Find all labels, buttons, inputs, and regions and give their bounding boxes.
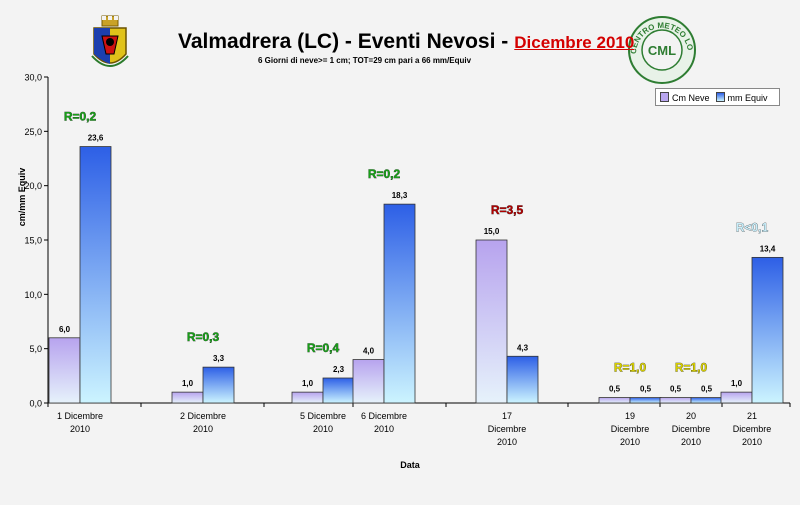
- ratio-annotation: R<0,1: [736, 220, 769, 234]
- ratio-annotation: R=0,2: [64, 110, 97, 124]
- data-label-mm-equiv: 23,6: [88, 134, 104, 143]
- x-tick-label-line: 2 Dicembre: [180, 411, 226, 421]
- chart-title-highlight: Dicembre 2010: [514, 33, 635, 52]
- x-tick-label: 21 Dicembre 2010: [733, 411, 772, 447]
- bar-mm-equiv: [751, 256, 784, 404]
- ratio-annotation: R=3,5: [491, 203, 524, 217]
- data-label-mm-equiv: 0,5: [701, 385, 713, 394]
- data-label-mm-equiv: 18,3: [392, 191, 408, 200]
- x-tick-label-line: 2010: [374, 424, 394, 434]
- data-label-mm-equiv: 13,4: [760, 244, 776, 253]
- x-tick-label-line: 1 Dicembre: [57, 411, 103, 421]
- x-tick-label-line: 2010: [681, 437, 701, 447]
- ratio-annotation: R=0,2: [368, 167, 401, 181]
- data-label-cm-neve: 4,0: [363, 347, 375, 356]
- x-tick-label: 17 Dicembre 2010: [488, 411, 527, 447]
- ratio-annotation: R=0,3: [187, 330, 220, 344]
- x-tick-label: 6 Dicembre 2010: [361, 411, 407, 434]
- x-tick-label-line: Dicembre: [672, 424, 711, 434]
- data-label-cm-neve: 1,0: [731, 379, 743, 388]
- x-tick-label-line: 19: [625, 411, 635, 421]
- bar-mm-equiv: [79, 146, 112, 404]
- bar-mm-equiv: [383, 203, 416, 404]
- data-label-cm-neve: 0,5: [609, 385, 621, 394]
- data-label-cm-neve: 1,0: [302, 379, 314, 388]
- x-tick-label: 2 Dicembre 2010: [180, 411, 226, 434]
- legend-item-neve: Cm Neve: [660, 91, 710, 103]
- ratio-annotation: R=1,0: [614, 361, 647, 375]
- data-label-mm-equiv: 2,3: [333, 365, 345, 374]
- bar-cm-neve: [171, 391, 204, 404]
- legend: Cm Neve mm Equiv: [655, 88, 780, 106]
- data-label-mm-equiv: 4,3: [517, 343, 529, 352]
- x-tick-label-line: 2010: [70, 424, 90, 434]
- data-label-cm-neve: 15,0: [484, 227, 500, 236]
- bar-cm-neve: [659, 397, 692, 404]
- bar-cm-neve: [291, 391, 324, 404]
- x-tick-label: 19 Dicembre 2010: [611, 411, 650, 447]
- y-tick-label: 15,0: [24, 236, 42, 246]
- chart-subtitle: 6 Giorni di neve>= 1 cm; TOT=29 cm pari …: [258, 56, 472, 65]
- x-tick-label-line: 20: [686, 411, 696, 421]
- ratio-annotation: R=1,0: [675, 361, 708, 375]
- x-tick-label-line: 6 Dicembre: [361, 411, 407, 421]
- bar-cm-neve: [475, 239, 508, 404]
- legend-swatch-neve: [660, 91, 669, 102]
- x-tick-label: 1 Dicembre 2010: [57, 411, 103, 434]
- x-tick-label-line: 5 Dicembre: [300, 411, 346, 421]
- bar-cm-neve: [598, 397, 631, 404]
- x-tick-label-line: Dicembre: [611, 424, 650, 434]
- legend-label-equiv: mm Equiv: [727, 92, 768, 103]
- x-tick-label-line: 2010: [193, 424, 213, 434]
- legend-swatch-equiv: [715, 91, 725, 102]
- x-tick-label-line: 21: [747, 411, 757, 421]
- data-label-mm-equiv: 3,3: [213, 354, 225, 363]
- bar-mm-equiv: [629, 397, 662, 404]
- y-tick-label: 30,0: [24, 73, 42, 83]
- bar-mm-equiv: [506, 355, 539, 404]
- bar-cm-neve: [720, 391, 753, 404]
- cml-logo-inner: CML: [648, 43, 676, 58]
- bar-mm-equiv: [202, 366, 235, 404]
- bar-mm-equiv: [322, 377, 355, 404]
- y-tick-label: 10,0: [24, 290, 42, 300]
- chart-title-main: Valmadrera (LC) - Eventi Nevosi -: [178, 30, 509, 53]
- ratio-annotation: R=0,4: [307, 341, 340, 355]
- y-tick-label: 0,0: [29, 399, 42, 409]
- x-tick-label-line: Dicembre: [733, 424, 772, 434]
- bar-cm-neve: [352, 359, 385, 404]
- bar-mm-equiv: [690, 397, 723, 404]
- bar-cm-neve: [48, 337, 81, 404]
- data-label-mm-equiv: 0,5: [640, 385, 652, 394]
- x-tick-label-line: 2010: [497, 437, 517, 447]
- x-tick-label-line: 17: [502, 411, 512, 421]
- y-tick-label: 20,0: [24, 181, 42, 191]
- coat-of-arms-logo: [91, 15, 129, 67]
- chart-title: Valmadrera (LC) - Eventi Nevosi - Dicembr…: [178, 30, 634, 54]
- x-axis-label: Data: [400, 460, 420, 470]
- x-tick-label-line: Dicembre: [488, 424, 527, 434]
- legend-label-neve: Cm Neve: [672, 92, 710, 103]
- y-tick-label: 25,0: [24, 127, 42, 137]
- bars-group: [48, 146, 784, 404]
- data-label-cm-neve: 1,0: [182, 379, 194, 388]
- cml-logo: CENTRO METEO LOMBARDO CML: [626, 14, 696, 84]
- y-axis-label: cm/mm Equiv: [17, 167, 27, 227]
- x-tick-label-line: 2010: [742, 437, 762, 447]
- x-tick-label-line: 2010: [313, 424, 333, 434]
- data-label-cm-neve: 0,5: [670, 385, 682, 394]
- x-tick-label: 5 Dicembre 2010: [300, 411, 346, 434]
- y-tick-label: 5,0: [29, 344, 42, 354]
- x-tick-label-line: 2010: [620, 437, 640, 447]
- legend-item-equiv: mm Equiv: [715, 91, 768, 103]
- x-tick-label: 20 Dicembre 2010: [672, 411, 711, 447]
- data-label-cm-neve: 6,0: [59, 325, 71, 334]
